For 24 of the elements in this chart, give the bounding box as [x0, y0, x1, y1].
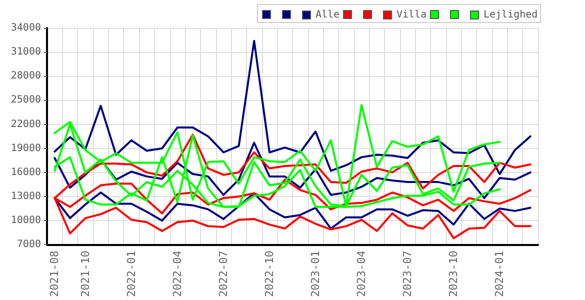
x-tick-label: 2022-01 [124, 250, 138, 297]
x-tick-label: 2023-04 [355, 250, 368, 297]
y-tick-label: 19000 [10, 142, 41, 154]
x-tick-label: 2023-01 [309, 250, 322, 297]
y-tick-label: 10000 [10, 215, 41, 226]
y-tick-label: 7000 [16, 239, 41, 250]
x-tick-label: 2023-10 [447, 250, 460, 297]
y-tick-label: 28000 [10, 70, 41, 82]
y-tick-label: 13000 [10, 191, 41, 202]
x-tick-label: 2021-08 [48, 250, 62, 297]
y-tick-label: 16000 [10, 166, 41, 178]
x-tick-label: 2022-07 [216, 250, 230, 297]
x-tick-label: 2021-10 [78, 250, 92, 297]
x-tick-label: 2024-01 [493, 250, 506, 297]
legend-label: Alle [316, 10, 340, 20]
y-tick-label: 25000 [10, 94, 41, 106]
legend-label: Villa [396, 10, 427, 20]
y-tick-label: 22000 [10, 118, 41, 130]
y-tick-label: 34000 [10, 22, 41, 34]
x-tick-label: 2022-10 [262, 250, 276, 297]
x-tick-label: 2023-07 [401, 250, 414, 297]
legend-label: Lejlighed [484, 10, 538, 20]
x-tick-label: 2022-04 [170, 250, 184, 297]
y-tick-label: 31000 [10, 46, 41, 58]
